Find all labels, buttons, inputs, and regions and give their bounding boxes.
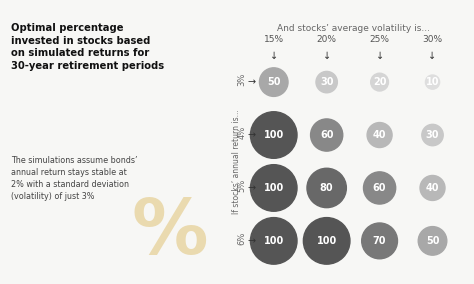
Text: →: → (247, 183, 255, 193)
Circle shape (250, 165, 297, 211)
Text: And stocks’ average volatility is...: And stocks’ average volatility is... (277, 24, 429, 34)
Text: 40: 40 (373, 130, 386, 140)
Text: 25%: 25% (370, 35, 390, 44)
Circle shape (250, 218, 297, 264)
Text: →: → (247, 236, 255, 246)
Text: 100: 100 (264, 183, 284, 193)
Text: 20: 20 (373, 77, 386, 87)
Text: 30: 30 (426, 130, 439, 140)
Circle shape (364, 172, 396, 204)
Text: %: % (132, 196, 208, 270)
Text: 40: 40 (426, 183, 439, 193)
Text: →: → (247, 77, 255, 87)
Text: 80: 80 (320, 183, 334, 193)
Text: 60: 60 (373, 183, 386, 193)
Circle shape (420, 176, 445, 201)
Text: 5%: 5% (237, 179, 246, 192)
Text: 100: 100 (317, 236, 337, 246)
Text: 6%: 6% (237, 231, 246, 245)
Text: ↓: ↓ (428, 51, 437, 61)
Circle shape (310, 119, 343, 151)
Text: 100: 100 (264, 130, 284, 140)
Circle shape (418, 227, 447, 255)
Text: 50: 50 (267, 77, 281, 87)
Text: 20%: 20% (317, 35, 337, 44)
Text: ↓: ↓ (323, 51, 331, 61)
Text: →: → (247, 130, 255, 140)
Circle shape (371, 73, 389, 91)
Text: 3%: 3% (237, 73, 246, 86)
Text: 70: 70 (373, 236, 386, 246)
Text: ↓: ↓ (375, 51, 383, 61)
Text: 50: 50 (426, 236, 439, 246)
Circle shape (316, 71, 337, 93)
Circle shape (250, 112, 297, 158)
Circle shape (367, 122, 392, 147)
Text: If stocks’ annual return is...: If stocks’ annual return is... (232, 109, 241, 214)
Text: 30: 30 (320, 77, 333, 87)
Circle shape (307, 168, 346, 208)
Circle shape (426, 75, 439, 89)
Text: 100: 100 (264, 236, 284, 246)
Text: Optimal percentage
invested in stocks based
on simulated returns for
30-year ret: Optimal percentage invested in stocks ba… (11, 23, 164, 71)
Text: 60: 60 (320, 130, 333, 140)
Circle shape (303, 218, 350, 264)
Circle shape (422, 124, 443, 146)
Text: 30%: 30% (422, 35, 443, 44)
Text: 4%: 4% (237, 126, 246, 139)
Circle shape (362, 223, 398, 259)
Text: ↓: ↓ (270, 51, 278, 61)
Text: 10: 10 (426, 77, 439, 87)
Circle shape (259, 68, 288, 96)
Text: The simulations assume bonds’
annual return stays stable at
2% with a standard d: The simulations assume bonds’ annual ret… (11, 156, 137, 201)
Text: 15%: 15% (264, 35, 284, 44)
